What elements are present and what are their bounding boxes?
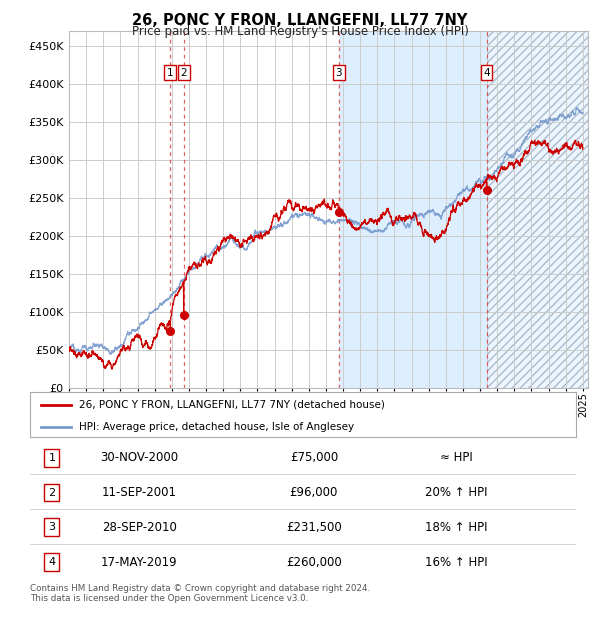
- Text: 16% ↑ HPI: 16% ↑ HPI: [425, 556, 487, 569]
- Bar: [338, 31, 487, 388]
- Text: £75,000: £75,000: [290, 451, 338, 464]
- Text: £96,000: £96,000: [290, 486, 338, 499]
- Text: 18% ↑ HPI: 18% ↑ HPI: [425, 521, 487, 534]
- Text: 20% ↑ HPI: 20% ↑ HPI: [425, 486, 487, 499]
- Text: Price paid vs. HM Land Registry's House Price Index (HPI): Price paid vs. HM Land Registry's House …: [131, 25, 469, 38]
- Text: 3: 3: [49, 523, 55, 533]
- Text: ≈ HPI: ≈ HPI: [440, 451, 472, 464]
- Text: £231,500: £231,500: [286, 521, 342, 534]
- Text: HPI: Average price, detached house, Isle of Anglesey: HPI: Average price, detached house, Isle…: [79, 422, 354, 432]
- Text: 11-SEP-2001: 11-SEP-2001: [101, 486, 176, 499]
- Text: 3: 3: [335, 68, 342, 78]
- Text: 1: 1: [49, 453, 55, 463]
- Text: Contains HM Land Registry data © Crown copyright and database right 2024.
This d: Contains HM Land Registry data © Crown c…: [30, 584, 370, 603]
- Text: 26, PONC Y FRON, LLANGEFNI, LL77 7NY: 26, PONC Y FRON, LLANGEFNI, LL77 7NY: [133, 13, 467, 28]
- Text: 2: 2: [181, 68, 187, 78]
- Text: £260,000: £260,000: [286, 556, 342, 569]
- Text: 28-SEP-2010: 28-SEP-2010: [102, 521, 176, 534]
- Text: 1: 1: [167, 68, 173, 78]
- Text: 4: 4: [483, 68, 490, 78]
- Text: 17-MAY-2019: 17-MAY-2019: [101, 556, 178, 569]
- Text: 2: 2: [48, 487, 55, 497]
- Text: 30-NOV-2000: 30-NOV-2000: [100, 451, 178, 464]
- Bar: [487, 31, 588, 388]
- Bar: [487, 31, 588, 388]
- Text: 26, PONC Y FRON, LLANGEFNI, LL77 7NY (detached house): 26, PONC Y FRON, LLANGEFNI, LL77 7NY (de…: [79, 400, 385, 410]
- Text: 4: 4: [48, 557, 55, 567]
